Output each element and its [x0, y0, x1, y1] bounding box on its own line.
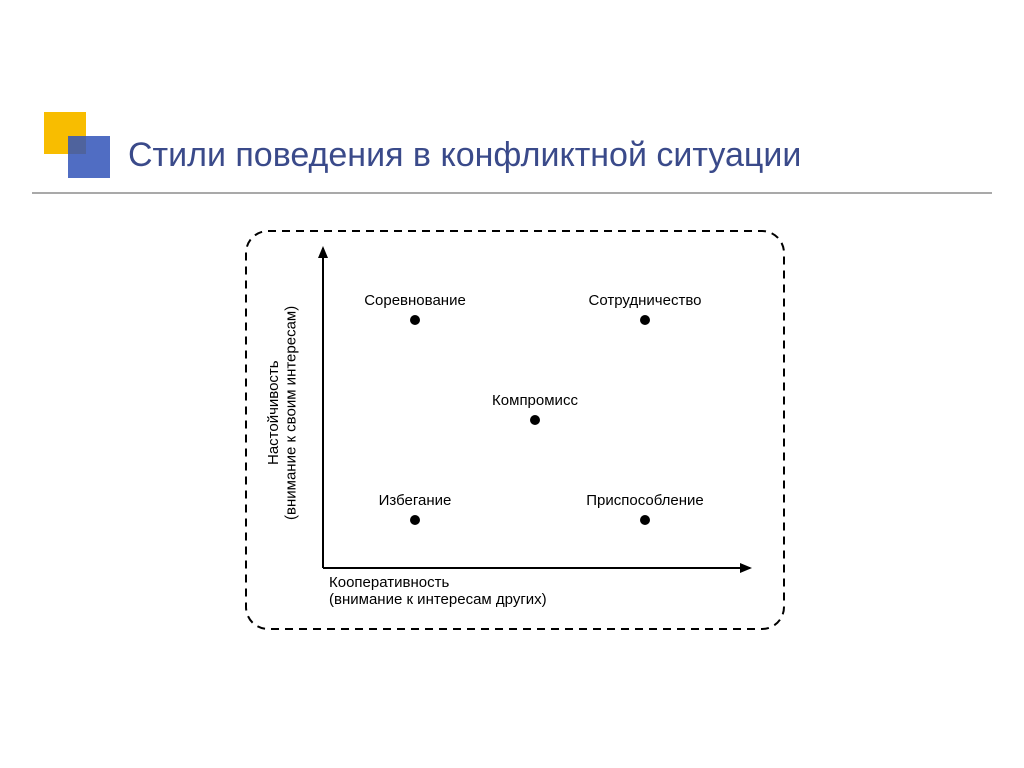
- slide-title: Стили поведения в конфликтной ситуации: [128, 136, 801, 175]
- conflict-styles-chart: Настойчивость (внимание к своим интереса…: [245, 230, 785, 630]
- x-axis-label-line2: (внимание к интересам других): [329, 591, 547, 608]
- decor-square-blue: [68, 136, 110, 178]
- label-accommodation: Приспособление: [565, 492, 725, 509]
- y-axis-label-line2: (внимание к своим интересам): [282, 306, 299, 520]
- y-axis-label: Настойчивость (внимание к своим интереса…: [265, 258, 300, 568]
- slide: Стили поведения в конфликтной ситуации Н…: [0, 0, 1024, 768]
- x-axis-label: Кооперативность (внимание к интересам др…: [329, 574, 547, 609]
- label-avoidance: Избегание: [335, 492, 495, 509]
- y-axis-label-line1: Настойчивость: [265, 361, 282, 466]
- chart-svg: [245, 230, 785, 630]
- label-compromise: Компромисс: [455, 392, 615, 409]
- x-axis-label-line1: Кооперативность: [329, 574, 449, 591]
- label-collaboration: Сотрудничество: [565, 292, 725, 309]
- label-competition: Соревнование: [335, 292, 495, 309]
- title-underline: [32, 192, 992, 194]
